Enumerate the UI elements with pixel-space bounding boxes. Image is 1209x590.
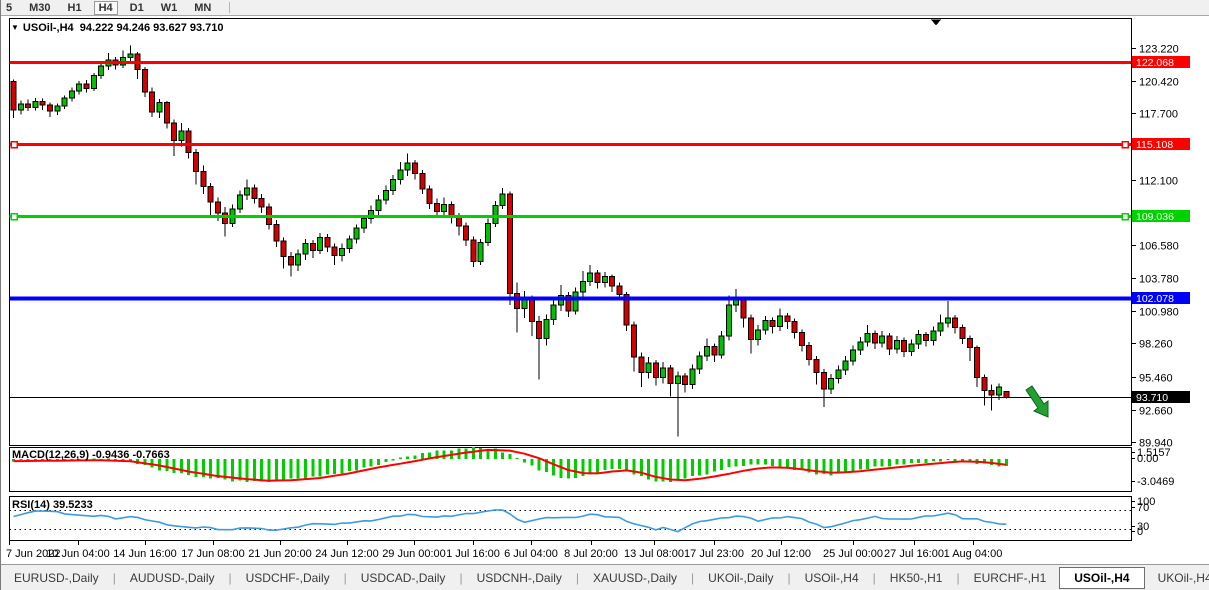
tab-separator: | [228, 570, 232, 585]
price-label-badge [1132, 292, 1190, 304]
line-handle[interactable] [1121, 140, 1129, 149]
time-axis-label: 21 Jun 20:00 [248, 548, 312, 560]
timeframe-button-M30[interactable]: M30 [29, 1, 51, 14]
tab-separator: | [787, 570, 791, 585]
time-axis-label: 13 Jul 08:00 [624, 548, 684, 560]
svg-text:70: 70 [1137, 502, 1149, 514]
svg-text:102.078: 102.078 [1136, 293, 1174, 305]
chart-tab-ukoil-daily[interactable]: UKOil-,Daily [708, 570, 774, 585]
chart-tab-usdchf-daily[interactable]: USDCHF-,Daily [245, 570, 330, 585]
main-chart-frame [9, 18, 1132, 446]
time-axis-label: 27 Jul 16:00 [884, 548, 944, 560]
timeframe-button-H4[interactable]: H4 [93, 0, 118, 15]
svg-text:89.940: 89.940 [1139, 438, 1173, 450]
tab-separator: | [956, 570, 960, 585]
macd-indicator-label: MACD(12,26,9) -0.9436 -0.7663 [12, 449, 170, 461]
svg-text:122.068: 122.068 [1136, 57, 1174, 69]
svg-text:117.700: 117.700 [1139, 109, 1178, 121]
time-axis-label: 29 Jun 00:00 [382, 548, 446, 560]
line-handle[interactable] [10, 212, 18, 221]
price-axis[interactable]: 123.220 120.420 117.700 112.100 106.580 103.7… [1131, 18, 1190, 450]
chart-ohlc: 94.222 94.246 93.627 93.710 [79, 22, 224, 34]
macd-signal-line [13, 448, 1007, 482]
toolbar-divider [1, 15, 1209, 16]
chart-tab-ukoil-h4[interactable]: UKOil-,H4 [1157, 570, 1209, 585]
svg-text:95.460: 95.460 [1139, 373, 1173, 385]
svg-text:120.420: 120.420 [1139, 77, 1179, 89]
time-axis-label: 17 Jun 08:00 [181, 548, 245, 560]
time-axis-label: 8 Jul 20:00 [564, 548, 618, 560]
chart-canvas[interactable]: 123.220 120.420 117.700 112.100 106.580 103.7… [1, 16, 1209, 564]
tab-separator: | [872, 570, 876, 585]
rsi-indicator-label: RSI(14) 39.5233 [12, 499, 93, 511]
svg-text:115.108: 115.108 [1136, 139, 1173, 151]
price-label-badge [1132, 56, 1190, 68]
svg-text:-3.0469: -3.0469 [1137, 476, 1174, 488]
time-axis-label: 1 Jul 16:00 [446, 548, 500, 560]
svg-text:123.220: 123.220 [1139, 44, 1179, 56]
chart-tab-usoil-h4-active[interactable]: USOil-,H4 [1059, 566, 1145, 589]
time-axis-label: 7 Jun 2022 [6, 548, 60, 560]
chart-tabs-bar: EURUSD-,Daily | AUDUSD-,Daily | USDCHF-,Dail… [1, 564, 1209, 590]
time-axis-label: 1 Aug 04:00 [944, 548, 1003, 560]
svg-text:98.260: 98.260 [1139, 339, 1173, 351]
chart-shift-marker-icon[interactable] [931, 19, 941, 26]
tab-separator: | [112, 570, 116, 585]
chart-tab-usdcnh-daily[interactable]: USDCNH-,Daily [476, 570, 562, 585]
time-axis-label: 25 Jul 00:00 [823, 548, 883, 560]
svg-text:30: 30 [1137, 521, 1149, 533]
chart-tab-hk50-h1[interactable]: HK50-,H1 [889, 570, 943, 585]
line-handle[interactable] [1121, 212, 1129, 221]
svg-text:112.100: 112.100 [1139, 176, 1178, 188]
chart-tab-xauusd-daily[interactable]: XAUUSD-,Daily [593, 570, 678, 585]
timeframe-toolbar: 5 M30 H1 H4 D1 W1 MN [1, 0, 1209, 15]
time-axis-label: 20 Jul 12:00 [751, 548, 811, 560]
svg-text:92.660: 92.660 [1139, 406, 1173, 418]
time-axis-label: 6 Jul 04:00 [504, 548, 558, 560]
chart-tab-eurusd-daily[interactable]: EURUSD-,Daily [14, 570, 99, 585]
price-label-badge [1132, 210, 1190, 222]
chart-title: ▼ USOil-,H4 94.222 94.246 93.627 93.710 [11, 22, 224, 34]
tab-separator: | [343, 570, 347, 585]
tab-separator: | [575, 570, 580, 585]
svg-text:1.5157: 1.5157 [1137, 447, 1171, 459]
chart-tab-eurchf-h1[interactable]: EURCHF-,H1 [973, 570, 1047, 585]
timeframe-button-MN[interactable]: MN [194, 1, 212, 14]
svg-text:106.580: 106.580 [1139, 241, 1179, 253]
timeframe-button-5[interactable]: 5 [6, 1, 13, 14]
svg-text:0: 0 [1137, 526, 1143, 538]
chart-tab-usdcad-daily[interactable]: USDCAD-,Daily [360, 570, 446, 585]
time-axis-label: 17 Jul 23:00 [684, 548, 744, 560]
symbol-dropdown-icon[interactable]: ▼ [11, 23, 19, 32]
time-axis-label: 10 Jun 04:00 [46, 548, 110, 560]
chart-symbol: USOil-,H4 [22, 22, 74, 34]
rsi-line [13, 509, 1007, 533]
svg-text:0.00: 0.00 [1137, 453, 1158, 465]
timeframe-button-H1[interactable]: H1 [67, 1, 82, 14]
chart-window: 123.220 120.420 117.700 112.100 106.580 103.7… [1, 16, 1209, 564]
chart-tab-usoil-h4[interactable]: USOil-,H4 [804, 570, 859, 585]
time-axis-label: 14 Jun 16:00 [113, 548, 177, 560]
rsi-panel-frame [9, 496, 1132, 541]
timeframe-button-W1[interactable]: W1 [160, 1, 178, 14]
sell-arrow-object[interactable] [1025, 385, 1049, 418]
price-label-badge [1132, 138, 1190, 150]
line-handle[interactable] [10, 140, 18, 149]
time-axis-label: 24 Jun 12:00 [315, 548, 379, 560]
svg-text:93.710: 93.710 [1136, 392, 1168, 404]
tab-separator: | [459, 570, 463, 585]
svg-text:109.036: 109.036 [1136, 211, 1174, 223]
chart-tab-audusd-daily[interactable]: AUDUSD-,Daily [129, 570, 215, 585]
timeframe-button-D1[interactable]: D1 [129, 1, 144, 14]
price-label-badge [1132, 391, 1190, 403]
svg-text:100.980: 100.980 [1139, 307, 1179, 319]
tab-separator: | [691, 570, 695, 585]
svg-text:103.780: 103.780 [1139, 274, 1179, 286]
toolbar-separator [229, 2, 231, 13]
svg-text:100: 100 [1137, 496, 1155, 508]
